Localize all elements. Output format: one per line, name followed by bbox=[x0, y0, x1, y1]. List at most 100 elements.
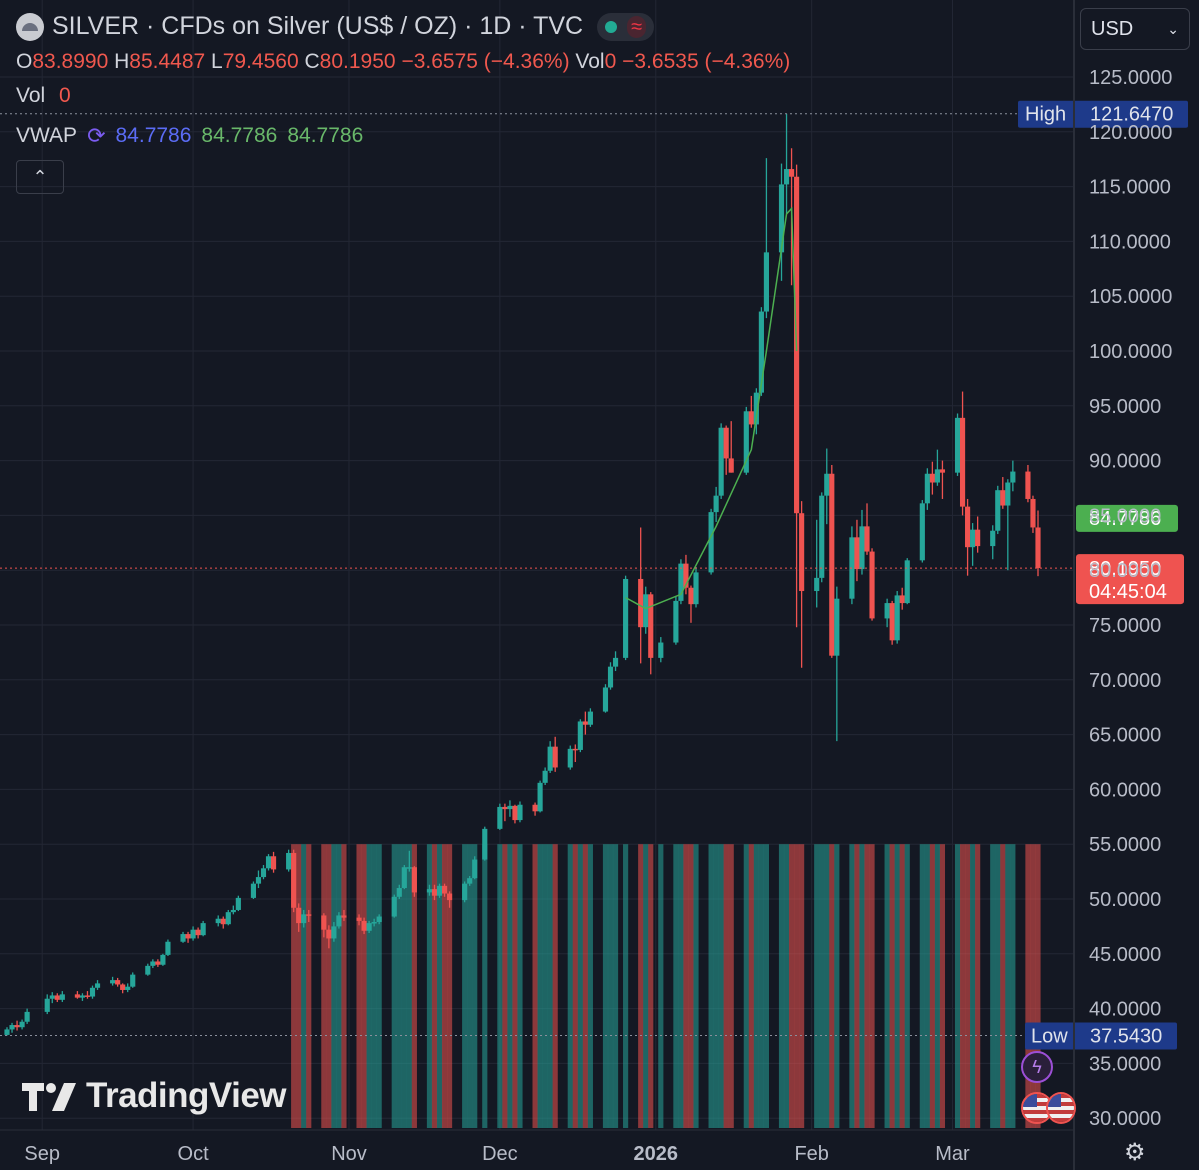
candle-body bbox=[145, 965, 151, 975]
candle-body bbox=[939, 469, 946, 473]
x-tick-label: Mar bbox=[935, 1143, 970, 1165]
market-status-pill[interactable]: ≈ bbox=[597, 12, 655, 41]
y-tick-label: 95.0000 bbox=[1089, 396, 1161, 418]
volume-bar bbox=[1000, 844, 1006, 1128]
candle-body bbox=[954, 417, 961, 473]
candle-body bbox=[512, 805, 518, 821]
candle-body bbox=[934, 469, 940, 483]
currency-value: USD bbox=[1091, 17, 1134, 40]
y-tick-label: 125.0000 bbox=[1089, 67, 1172, 89]
candle-body bbox=[195, 929, 201, 936]
us-flag-icon[interactable] bbox=[1046, 1092, 1076, 1124]
volume-bar bbox=[507, 844, 513, 1128]
candle-body bbox=[919, 503, 925, 561]
volume-bar bbox=[376, 844, 382, 1128]
x-tick-label: Sep bbox=[24, 1143, 60, 1165]
volume-legend[interactable]: Vol 0 bbox=[16, 84, 71, 108]
candle-body bbox=[462, 883, 468, 901]
symbol-header[interactable]: SILVER · CFDs on Silver (US$ / OZ) · 1D … bbox=[16, 12, 655, 41]
y-tick-label: 90.0000 bbox=[1089, 451, 1161, 473]
volume-bar bbox=[607, 844, 614, 1128]
y-tick-label: 45.0000 bbox=[1089, 944, 1161, 966]
y-tick-label: 105.0000 bbox=[1089, 286, 1172, 308]
candle-body bbox=[673, 600, 679, 643]
candle-body bbox=[497, 806, 503, 829]
volume-bar bbox=[688, 844, 694, 1128]
volume-bar bbox=[683, 844, 689, 1128]
candle-body bbox=[572, 748, 578, 751]
candle-body bbox=[396, 888, 402, 897]
candle-body bbox=[1000, 490, 1006, 506]
candle-body bbox=[44, 998, 50, 1012]
candle-body bbox=[411, 867, 417, 893]
volume-bar bbox=[954, 844, 961, 1128]
volume-bar bbox=[472, 844, 478, 1128]
candle-body bbox=[502, 806, 508, 810]
candle-body bbox=[120, 984, 126, 990]
candle-body bbox=[648, 594, 654, 658]
high-value: 121.6470 bbox=[1090, 104, 1173, 126]
y-tick-label: 110.0000 bbox=[1089, 231, 1171, 253]
volume-bar bbox=[401, 844, 407, 1128]
volume-bar bbox=[532, 844, 538, 1128]
gear-icon[interactable]: ⚙ bbox=[1124, 1139, 1146, 1166]
y-tick-label: 30.0000 bbox=[1089, 1108, 1161, 1130]
y-tick-label: 60.0000 bbox=[1089, 779, 1161, 801]
currency-select[interactable]: USD ⌄ bbox=[1080, 8, 1190, 50]
candle-body bbox=[824, 473, 830, 496]
candle-body bbox=[190, 929, 196, 939]
vwap-value-2: 84.7786 bbox=[201, 124, 278, 147]
candle-body bbox=[693, 572, 699, 605]
volume-bar bbox=[436, 844, 443, 1128]
ohlc-vol-value: 0 bbox=[604, 50, 617, 73]
high-label: H bbox=[114, 50, 130, 73]
volume-bar bbox=[582, 844, 588, 1128]
candle-body bbox=[89, 987, 96, 997]
volume-bar bbox=[321, 844, 327, 1128]
candle-body bbox=[683, 563, 689, 588]
candle-body bbox=[688, 587, 694, 605]
candle-body bbox=[829, 473, 835, 656]
y-tick-label: 85.0000 bbox=[1089, 505, 1161, 527]
lightning-icon[interactable]: ϟ bbox=[1021, 1051, 1053, 1083]
volume-bar bbox=[336, 844, 342, 1128]
candle-body bbox=[270, 856, 277, 870]
candle-body bbox=[748, 411, 754, 425]
collapse-legend-button[interactable]: ⌃ bbox=[16, 160, 64, 194]
volume-bar bbox=[623, 844, 629, 1128]
candle-body bbox=[995, 490, 1001, 531]
candle-body bbox=[19, 1021, 25, 1028]
volume-bar bbox=[919, 844, 925, 1128]
candle-body bbox=[49, 995, 55, 999]
last-price-value: 80.1950 bbox=[1089, 558, 1161, 580]
candle-body bbox=[552, 746, 558, 768]
candle-body bbox=[185, 934, 191, 939]
ohlc-legend: O83.8990 H85.4487 L79.4560 C80.1950 −3.6… bbox=[16, 50, 790, 74]
candle-body bbox=[869, 551, 875, 619]
chevron-up-icon: ⌃ bbox=[32, 166, 48, 187]
vwap-legend[interactable]: VWAP ⟳ 84.7786 84.7786 84.7786 bbox=[16, 123, 363, 149]
volume-bar bbox=[331, 844, 337, 1128]
volume-bar bbox=[728, 844, 734, 1128]
tradingview-wordmark: TradingView bbox=[86, 1076, 287, 1115]
volume-bar bbox=[829, 844, 835, 1128]
candle-body bbox=[441, 885, 448, 894]
volume-bar bbox=[678, 844, 684, 1128]
candle-body bbox=[74, 994, 80, 998]
y-tick-label: 55.0000 bbox=[1089, 834, 1161, 856]
y-tick-label: 35.0000 bbox=[1089, 1053, 1161, 1075]
volume-bar bbox=[547, 844, 553, 1128]
volume-bar bbox=[723, 844, 729, 1128]
high-marker bbox=[1018, 100, 1188, 128]
volume-bar bbox=[482, 844, 488, 1128]
volume-label: Vol bbox=[16, 84, 46, 107]
vol-change-value: −3.6535 (−4.36%) bbox=[622, 50, 791, 73]
volume-bar bbox=[638, 844, 644, 1128]
volume-bar bbox=[990, 844, 996, 1128]
volume-bar bbox=[441, 844, 448, 1128]
low-value: 79.4560 bbox=[222, 50, 299, 73]
x-tick-label: Dec bbox=[482, 1143, 518, 1165]
volume-bar bbox=[849, 844, 855, 1128]
candle-body bbox=[265, 856, 272, 869]
